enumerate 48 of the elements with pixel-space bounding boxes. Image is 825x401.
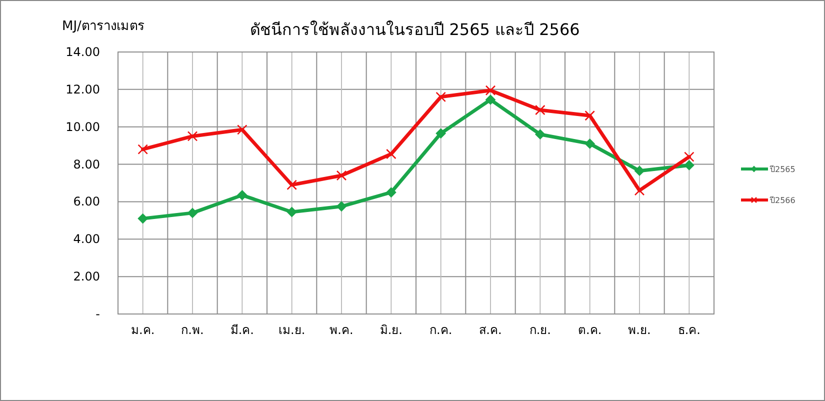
point xyxy=(584,110,595,121)
point xyxy=(188,208,198,218)
point xyxy=(535,129,546,140)
xtick: ม.ค. xyxy=(131,323,155,337)
ytick: 14.00 xyxy=(66,45,100,59)
point xyxy=(386,148,396,160)
point xyxy=(138,214,148,224)
xtick: มิ.ย. xyxy=(380,323,402,337)
ytick: 12.00 xyxy=(66,82,100,96)
point xyxy=(138,144,148,154)
xtick: ก.ค. xyxy=(430,323,452,337)
point xyxy=(336,201,346,212)
ytick: 8.00 xyxy=(73,157,100,172)
point xyxy=(436,92,446,102)
xtick: ก.พ. xyxy=(181,323,204,337)
point xyxy=(486,94,496,105)
ytick: - xyxy=(96,307,100,321)
xtick: ส.ค. xyxy=(479,323,502,337)
point xyxy=(187,131,198,142)
ytick: 10.00 xyxy=(66,120,100,134)
legend-label: ปี2566 xyxy=(769,196,796,205)
point xyxy=(286,180,297,190)
xtick: พ.ค. xyxy=(330,323,354,337)
point xyxy=(336,170,347,181)
ytick: 2.00 xyxy=(73,270,100,284)
point xyxy=(634,185,645,196)
ytick: 4.00 xyxy=(73,232,100,246)
xtick: มี.ค. xyxy=(230,323,254,337)
point xyxy=(436,128,446,138)
title: ดัชนีการใช้พลังงานในรอบปี 2565 และปี 2566 xyxy=(250,20,580,39)
point xyxy=(237,124,248,135)
point xyxy=(684,160,694,170)
point xyxy=(584,138,595,149)
xtick: ต.ค. xyxy=(578,323,602,337)
point xyxy=(535,104,546,116)
point xyxy=(485,85,496,96)
xtick: ธ.ค. xyxy=(678,323,700,337)
ylabel: MJ/ตารางเมตร xyxy=(62,19,144,34)
point xyxy=(634,166,644,176)
point xyxy=(237,190,248,200)
xtick: พ.ย. xyxy=(628,323,651,337)
point xyxy=(286,207,297,218)
xtick: ก.ย. xyxy=(529,323,551,337)
point xyxy=(386,187,396,198)
legend-label: ปี2565 xyxy=(769,165,796,174)
ytick: 6.00 xyxy=(73,194,100,209)
xtick: เม.ย. xyxy=(278,323,306,337)
point xyxy=(684,152,694,162)
